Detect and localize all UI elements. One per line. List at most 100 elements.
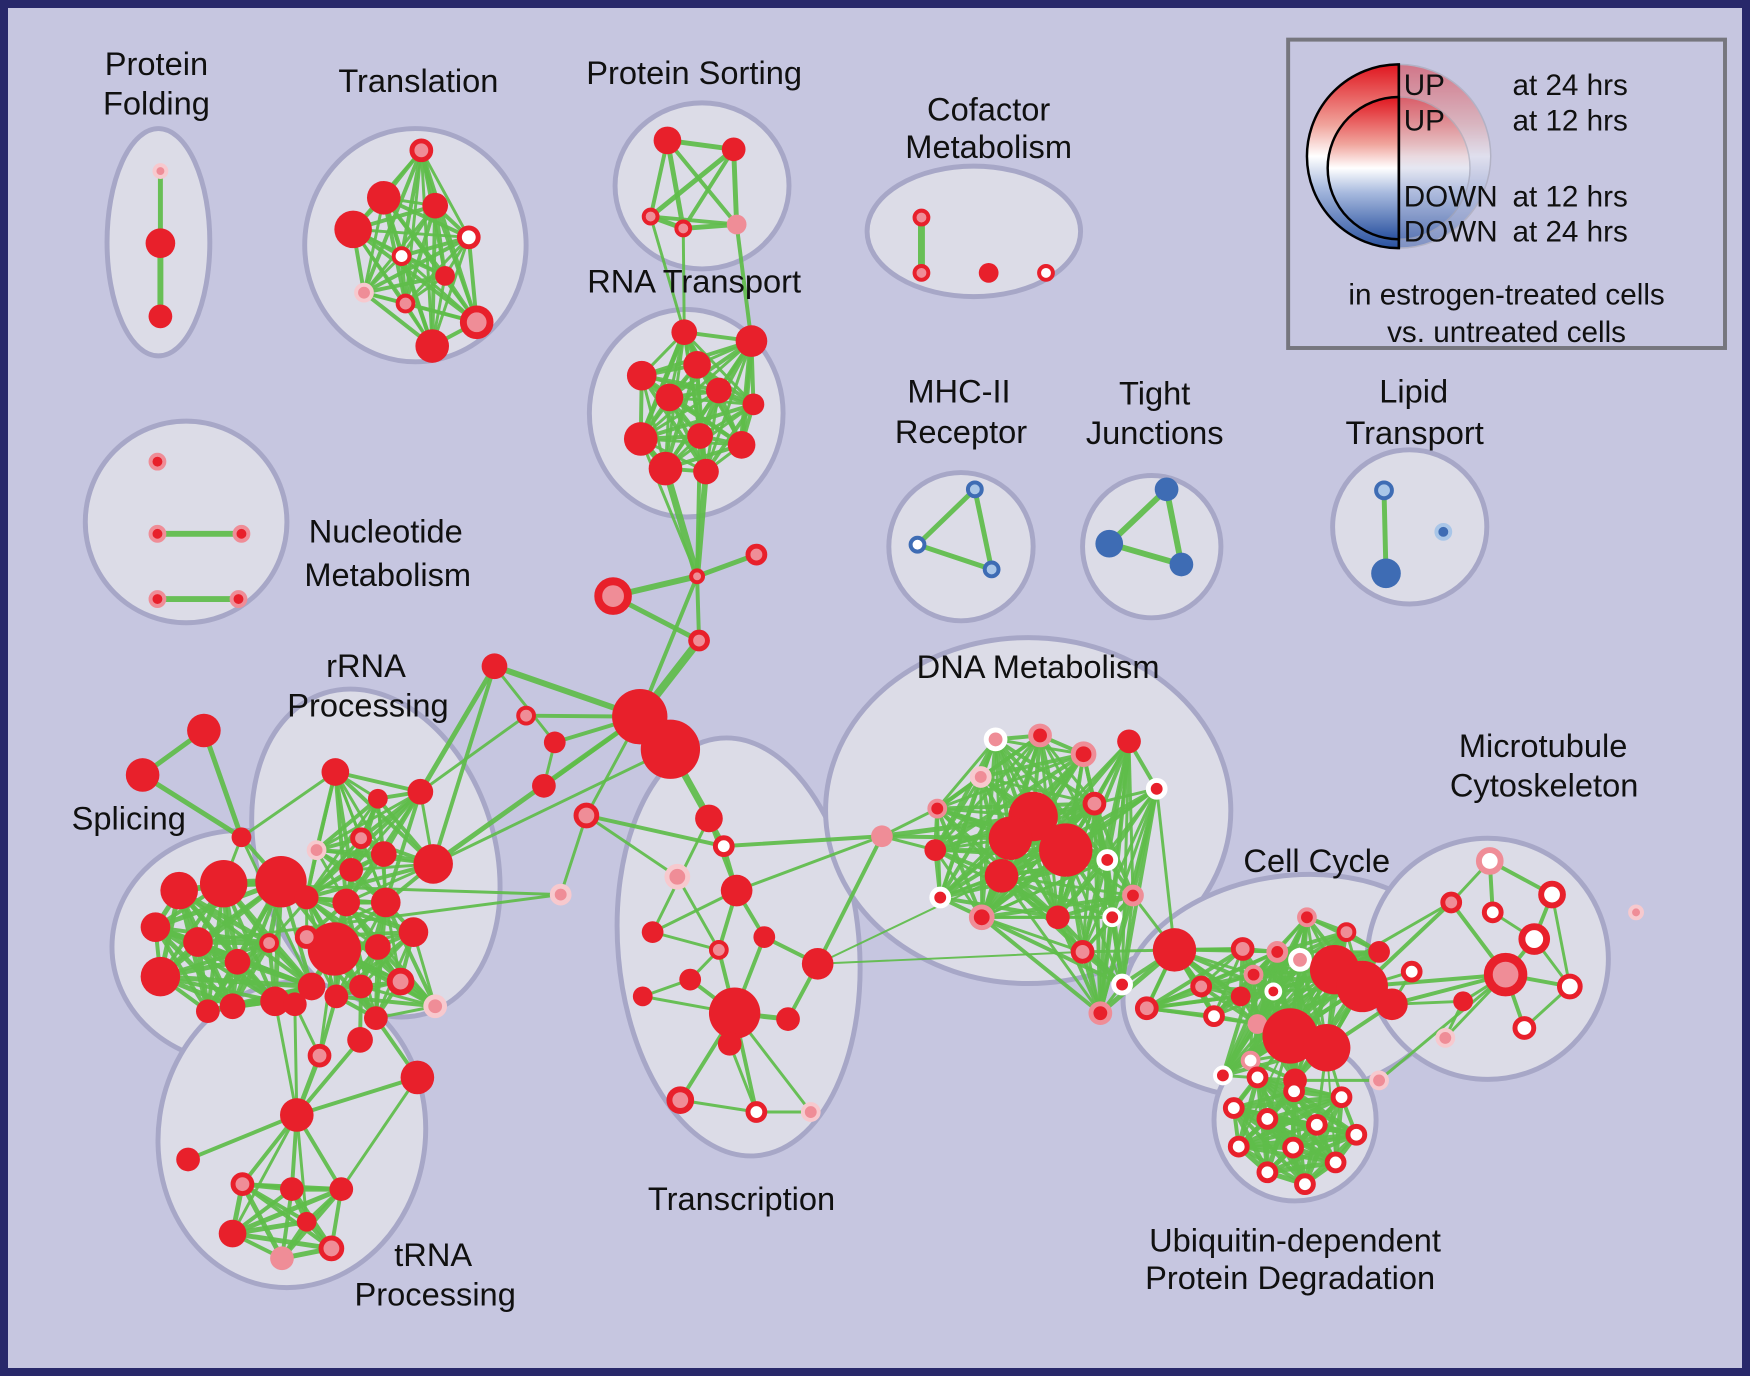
network-edge xyxy=(294,1075,420,1117)
network-node xyxy=(727,431,756,459)
network-node xyxy=(969,766,992,788)
network-node xyxy=(1222,1097,1245,1119)
legend-up-12-dir: UP xyxy=(1404,105,1445,138)
network-node xyxy=(1483,952,1528,997)
network-node xyxy=(152,163,169,179)
network-node xyxy=(307,922,362,976)
network-node xyxy=(717,1031,742,1056)
network-node xyxy=(573,802,600,829)
legend-caption-line2: vs. untreated cells xyxy=(1387,316,1626,349)
network-node xyxy=(1302,1024,1351,1072)
network-node xyxy=(332,888,361,917)
network-node xyxy=(459,305,494,340)
network-node xyxy=(516,705,536,726)
network-node xyxy=(1169,552,1194,577)
network-node xyxy=(365,934,391,960)
network-node xyxy=(1230,986,1251,1007)
network-node xyxy=(1243,964,1264,985)
network-edge xyxy=(584,813,726,849)
network-edge xyxy=(1055,893,1135,920)
network-edge xyxy=(1231,1094,1344,1111)
network-edge xyxy=(239,835,314,988)
network-node xyxy=(1294,1173,1316,1196)
network-edge xyxy=(815,834,884,966)
network-edge xyxy=(140,772,244,840)
network-edge xyxy=(433,204,479,324)
network-edge xyxy=(419,148,471,239)
network-edge xyxy=(186,1113,299,1162)
network-edge xyxy=(979,915,1103,1016)
network-node xyxy=(370,887,401,918)
network-node xyxy=(929,886,952,909)
network-node xyxy=(324,984,349,1009)
cluster-ellipse-mhc-ii-receptor xyxy=(886,470,1036,624)
network-node xyxy=(712,835,735,858)
network-node xyxy=(1336,922,1357,943)
network-node xyxy=(641,207,660,226)
network-edge xyxy=(492,664,557,744)
network-node xyxy=(1256,1161,1279,1184)
network-node xyxy=(481,653,508,680)
network-node xyxy=(1305,1113,1328,1136)
network-edge xyxy=(1264,1159,1339,1175)
cluster-label-protein-sorting-0: Protein Sorting xyxy=(586,54,802,91)
network-node xyxy=(1045,905,1070,930)
network-node xyxy=(140,956,181,997)
network-edge xyxy=(704,339,753,474)
network-node xyxy=(776,1007,800,1031)
legend-down-24-dir: DOWN xyxy=(1404,215,1498,248)
network-edge xyxy=(305,797,380,900)
network-edge xyxy=(731,146,740,227)
network-node xyxy=(160,871,198,910)
network-edge xyxy=(1163,486,1185,568)
network-node xyxy=(1247,1014,1268,1034)
network-edge xyxy=(362,273,448,295)
cluster-ellipse-rna-transport xyxy=(586,306,786,520)
network-edge xyxy=(201,728,244,840)
network-node xyxy=(1070,940,1095,964)
network-node xyxy=(294,885,319,910)
network-node xyxy=(282,992,307,1017)
network-node xyxy=(1283,1080,1305,1103)
network-node xyxy=(705,377,732,404)
network-node xyxy=(708,940,729,960)
legend-down-12-dir: DOWN xyxy=(1404,181,1498,214)
network-node xyxy=(720,874,753,907)
network-edge xyxy=(559,814,588,897)
network-node xyxy=(1369,1070,1389,1091)
network-node xyxy=(422,192,449,219)
network-edge xyxy=(1081,787,1159,954)
network-edge xyxy=(383,900,438,1009)
network-node xyxy=(318,1235,345,1262)
network-edge xyxy=(738,338,755,448)
network-node xyxy=(176,1147,200,1172)
network-node xyxy=(224,948,251,975)
network-edge xyxy=(1145,994,1243,1010)
network-node xyxy=(640,719,701,779)
network-edge xyxy=(431,747,672,866)
network-edge xyxy=(681,147,736,231)
cluster-label-rna-transport-0: RNA Transport xyxy=(587,263,801,300)
network-node xyxy=(294,925,319,949)
network-node xyxy=(1297,907,1317,928)
network-node xyxy=(398,917,429,947)
network-edge xyxy=(933,848,984,919)
network-edge xyxy=(334,994,438,1009)
network-edge xyxy=(665,138,739,227)
network-node xyxy=(1117,729,1141,754)
legend-down-12-time: at 12 hrs xyxy=(1513,181,1628,214)
network-edge xyxy=(231,1113,299,1236)
network-node xyxy=(280,1098,314,1132)
network-nodes-layer xyxy=(125,126,1644,1271)
network-node xyxy=(230,1172,255,1197)
network-node xyxy=(413,844,453,884)
network-node xyxy=(1122,884,1144,907)
network-edge xyxy=(695,433,703,579)
network-node xyxy=(683,350,711,379)
network-node xyxy=(1152,928,1197,972)
network-node xyxy=(407,778,434,805)
network-node xyxy=(1288,947,1312,972)
network-node xyxy=(1324,1151,1347,1174)
network-node xyxy=(350,827,372,850)
